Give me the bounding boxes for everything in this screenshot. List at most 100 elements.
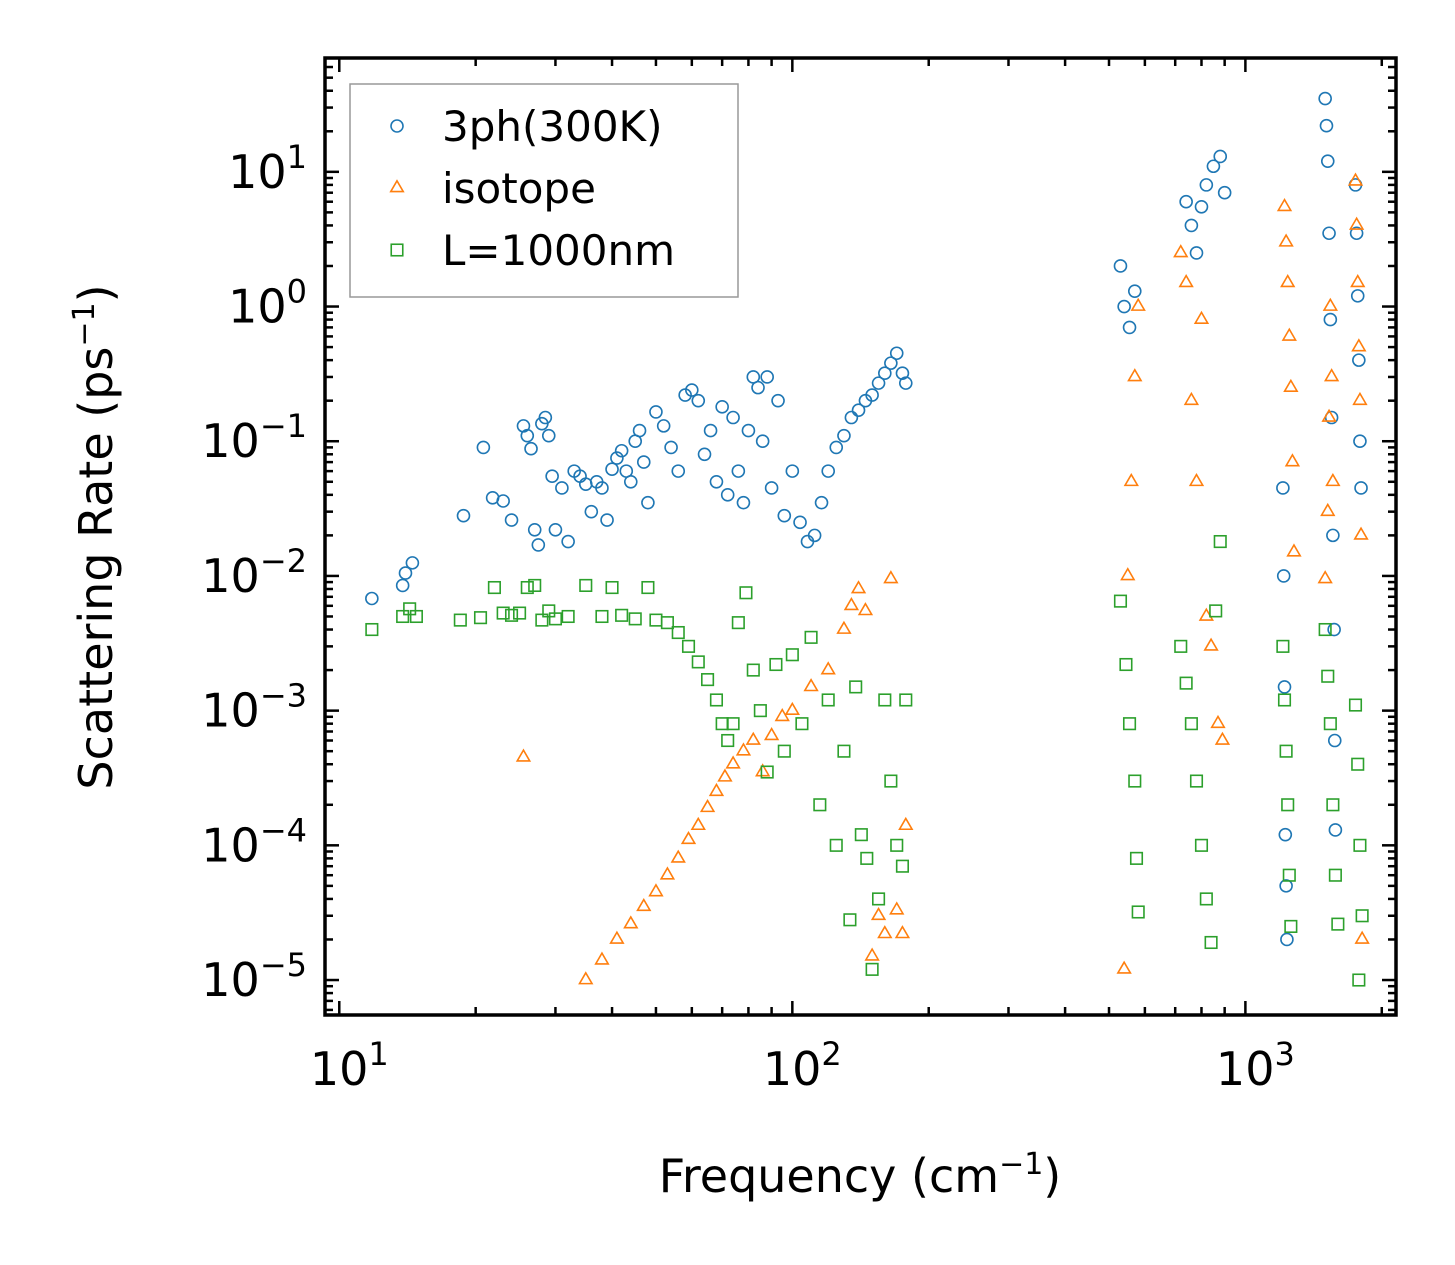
data-point bbox=[736, 495, 751, 510]
data-point bbox=[648, 883, 664, 897]
data-point bbox=[871, 376, 886, 390]
data-point bbox=[504, 513, 519, 527]
data-point bbox=[753, 704, 767, 718]
data-points-layer bbox=[365, 91, 1370, 987]
data-point bbox=[726, 410, 740, 425]
data-point bbox=[1117, 299, 1131, 314]
data-point bbox=[636, 455, 651, 469]
data-point bbox=[623, 474, 638, 489]
data-point bbox=[804, 630, 818, 644]
x-axis-title-exponent: −1 bbox=[999, 1147, 1043, 1182]
data-point bbox=[681, 639, 696, 653]
data-point bbox=[1214, 731, 1231, 745]
data-point bbox=[1113, 259, 1128, 273]
data-point bbox=[1318, 622, 1332, 637]
data-point bbox=[365, 591, 379, 606]
data-point bbox=[771, 393, 785, 408]
data-point bbox=[1349, 226, 1364, 241]
data-point bbox=[691, 393, 706, 408]
data-point bbox=[1213, 534, 1227, 549]
data-point bbox=[1122, 717, 1137, 731]
data-point bbox=[889, 346, 904, 361]
data-point bbox=[785, 648, 799, 662]
data-point bbox=[520, 580, 534, 595]
data-point bbox=[764, 481, 779, 495]
data-point bbox=[636, 897, 652, 912]
data-point bbox=[487, 580, 501, 595]
data-point bbox=[579, 578, 593, 592]
data-point bbox=[755, 434, 770, 449]
data-point bbox=[641, 495, 655, 510]
data-point bbox=[600, 513, 614, 527]
data-point bbox=[760, 370, 774, 384]
data-point bbox=[746, 663, 760, 677]
data-point bbox=[405, 556, 420, 570]
legend: 3ph(300K) isotope L=1000nm bbox=[349, 83, 739, 298]
data-point bbox=[476, 440, 491, 455]
data-point bbox=[1206, 159, 1221, 174]
data-point bbox=[660, 616, 674, 630]
data-point bbox=[895, 366, 910, 380]
data-point bbox=[1116, 960, 1132, 974]
data-point bbox=[1279, 744, 1293, 758]
y-tick-label: 10−1 bbox=[201, 407, 307, 468]
data-point bbox=[527, 523, 542, 537]
data-point bbox=[535, 613, 549, 627]
data-point bbox=[1194, 838, 1209, 852]
data-point bbox=[777, 744, 791, 758]
data-point bbox=[820, 661, 836, 675]
data-point bbox=[1131, 905, 1145, 919]
data-point bbox=[578, 971, 594, 985]
data-point bbox=[715, 400, 729, 414]
data-point bbox=[865, 962, 879, 976]
data-point bbox=[1204, 935, 1218, 950]
y-tick-label: 100 bbox=[228, 273, 307, 334]
data-point bbox=[1326, 798, 1340, 812]
data-point bbox=[515, 748, 532, 762]
data-point bbox=[628, 612, 642, 626]
data-point bbox=[690, 816, 706, 831]
data-point bbox=[1322, 297, 1338, 311]
data-point bbox=[877, 925, 893, 939]
data-point bbox=[844, 410, 859, 425]
data-point bbox=[884, 774, 898, 788]
data-point bbox=[703, 423, 718, 438]
series-square bbox=[365, 534, 1369, 987]
data-point bbox=[513, 606, 527, 620]
data-point bbox=[1283, 378, 1299, 393]
x-axis-title: Frequency (cm−1) bbox=[659, 1147, 1062, 1203]
legend-marker bbox=[389, 179, 405, 193]
data-point bbox=[763, 727, 780, 741]
data-point bbox=[605, 462, 619, 476]
data-point bbox=[659, 866, 676, 880]
data-point bbox=[615, 608, 629, 622]
data-point bbox=[878, 693, 892, 707]
data-point bbox=[1327, 622, 1341, 637]
data-point bbox=[605, 580, 619, 595]
data-point bbox=[1183, 391, 1200, 406]
data-point bbox=[697, 447, 712, 462]
data-point bbox=[717, 768, 733, 782]
data-point bbox=[1209, 604, 1223, 618]
data-point bbox=[725, 755, 741, 769]
data-point bbox=[1281, 327, 1297, 341]
data-point bbox=[829, 838, 843, 852]
data-point bbox=[1199, 892, 1213, 906]
data-point bbox=[548, 523, 563, 537]
data-point bbox=[520, 428, 535, 443]
y-tick-label: 101 bbox=[228, 138, 307, 199]
data-point bbox=[795, 717, 809, 731]
data-point bbox=[803, 678, 819, 692]
data-point bbox=[1189, 246, 1204, 260]
data-point bbox=[1188, 472, 1205, 487]
data-point bbox=[864, 947, 880, 961]
legend-box bbox=[349, 83, 739, 298]
data-point bbox=[1178, 274, 1194, 288]
data-point bbox=[865, 388, 879, 402]
legend-marker bbox=[390, 243, 404, 257]
y-axis-title: Scattering Rate (ps−1) bbox=[67, 284, 123, 789]
data-point bbox=[561, 534, 575, 549]
data-point bbox=[849, 680, 863, 694]
data-point bbox=[685, 383, 699, 397]
data-point bbox=[1213, 149, 1228, 164]
